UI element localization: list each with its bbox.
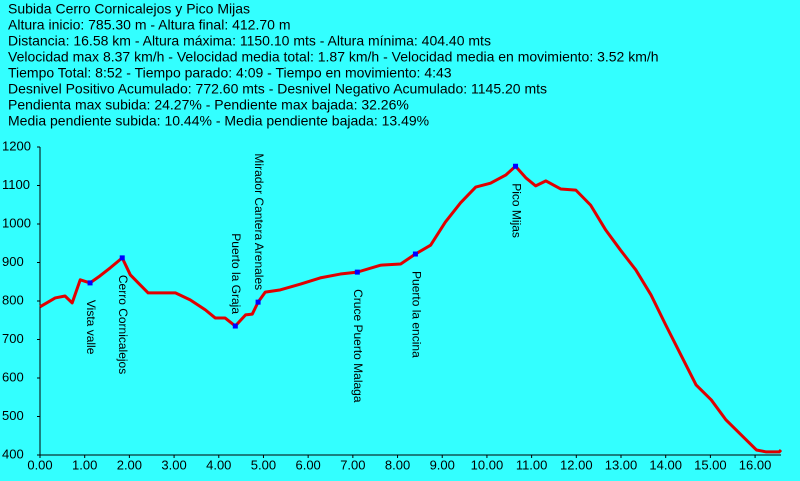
waypoint-label: Vista valle [84,300,98,355]
x-tick-label: 0.00 [27,457,52,472]
stat-line: Pendienta max subida: 24.27% - Pendiente… [8,97,409,113]
stat-line: Altura inicio: 785.30 m - Altura final: … [8,17,290,33]
waypoint-marker [412,251,418,257]
waypoint-marker [354,269,360,275]
elevation-line [39,164,783,454]
x-tick-label: 2.00 [117,457,142,472]
y-tick-label: 400 [2,446,24,461]
x-tick-label: 11.00 [516,457,548,472]
y-tick-label: 800 [2,292,24,307]
x-tick-label: 8.00 [385,457,410,472]
y-tick-label: 1200 [2,138,31,153]
waypoint-label: Puerto la Graja [229,233,243,314]
stat-line: Velocidad max 8.37 km/h - Velocidad medi… [8,49,659,65]
x-tick-label: 4.00 [206,457,231,472]
waypoint-label: Cerro Cornicalejos [116,275,130,374]
y-tick-label: 1100 [2,177,30,192]
stat-line: Desnivel Positivo Acumulado: 772.60 mts … [8,81,547,97]
x-tick-label: 6.00 [295,457,320,472]
x-tick-label: 16.00 [739,457,772,472]
waypoint-label: Pico Mijas [509,183,523,238]
stat-line: Media pendiente subida: 10.44% - Media p… [8,113,429,129]
x-tick-label: 7.00 [340,457,365,472]
x-tick-label: 15.00 [694,457,727,472]
waypoint-marker [87,280,93,286]
x-tick-label: 14.00 [649,457,682,472]
waypoint-label: Puerto la encina [409,271,423,358]
waypoint-marker [255,299,261,305]
y-tick-label: 1000 [2,215,31,230]
y-tick-label: 900 [2,254,24,269]
waypoint-marker [232,323,238,329]
stat-line: Tiempo Total: 8:52 - Tiempo parado: 4:09… [8,65,452,81]
y-tick-label: 600 [2,369,24,384]
waypoint-marker [513,163,519,169]
x-tick-label: 1.00 [72,457,97,472]
x-tick-label: 12.00 [560,457,593,472]
chart-title: Subida Cerro Cornicalejos y Pico Mijas [8,1,250,17]
stat-line: Distancia: 16.58 km - Altura máxima: 115… [8,33,491,49]
y-tick-label: 500 [2,408,24,423]
waypoint-label: Mirador Cantera Arenales [252,153,266,290]
waypoint-label: Cruce Puerto Malaga [351,289,365,403]
x-tick-label: 3.00 [161,457,186,472]
x-tick-label: 9.00 [430,457,455,472]
y-tick-label: 700 [2,331,24,346]
x-tick-label: 5.00 [251,457,276,472]
waypoint-marker [119,255,125,261]
x-tick-label: 10.00 [471,457,504,472]
x-tick-label: 13.00 [605,457,638,472]
